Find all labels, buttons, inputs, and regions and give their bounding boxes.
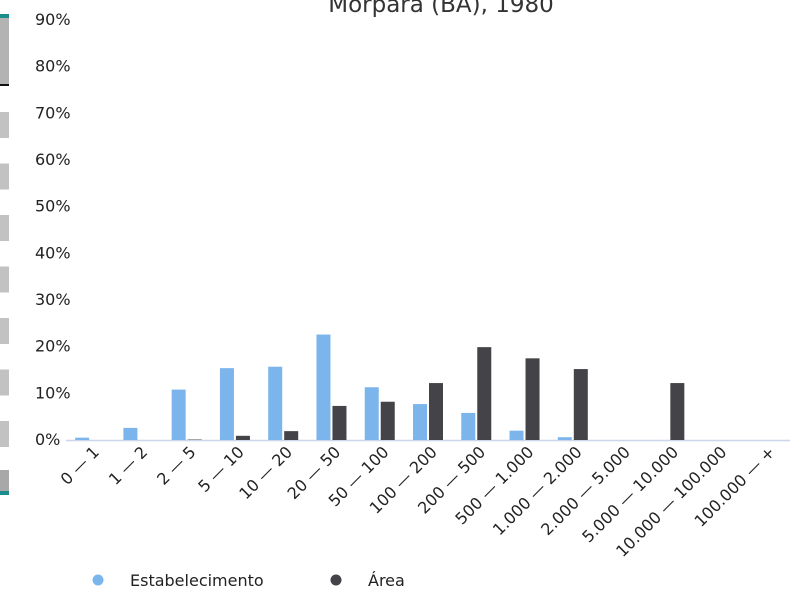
scroll-handle-top[interactable] <box>0 14 9 86</box>
bar-area[interactable] <box>284 431 298 440</box>
bar-estabelecimento[interactable] <box>220 368 234 440</box>
bar-estabelecimento[interactable] <box>510 431 524 440</box>
y-axis: 0% 10% 20% 30% 40% 50% 60% 70% 80% 90% <box>35 10 71 449</box>
x-tick-label: 2 — 5 <box>153 442 199 488</box>
y-tick-label: 80% <box>35 57 71 76</box>
scroll-handle-bottom-marker <box>0 491 9 495</box>
scroll-segment[interactable] <box>0 215 9 241</box>
y-tick-label: 60% <box>35 150 71 169</box>
bars <box>75 335 684 440</box>
scrollbar-decor[interactable] <box>0 14 9 495</box>
legend-item[interactable]: Estabelecimento <box>93 571 264 589</box>
scroll-segment[interactable] <box>0 370 9 396</box>
legend-label: Estabelecimento <box>130 571 264 589</box>
bar-estabelecimento[interactable] <box>123 428 137 440</box>
chart-title: Morpará (BA), 1980 <box>328 0 554 18</box>
bar-estabelecimento[interactable] <box>558 437 572 440</box>
bar-area[interactable] <box>332 406 346 440</box>
bar-area[interactable] <box>236 436 250 440</box>
scroll-handle-top-edge <box>0 84 9 86</box>
bar-estabelecimento[interactable] <box>172 390 186 440</box>
bar-area[interactable] <box>429 383 443 440</box>
y-tick-label: 0% <box>35 430 60 449</box>
scroll-segment[interactable] <box>0 267 9 293</box>
y-tick-label: 40% <box>35 243 71 262</box>
legend-label: Área <box>368 571 405 589</box>
y-tick-label: 70% <box>35 103 71 122</box>
x-tick-label: 1 — 2 <box>105 442 151 488</box>
legend-marker <box>93 575 104 586</box>
bar-area[interactable] <box>381 402 395 440</box>
legend-item[interactable]: Área <box>331 571 405 589</box>
y-tick-label: 30% <box>35 290 71 309</box>
y-tick-label: 10% <box>35 383 71 402</box>
bar-estabelecimento[interactable] <box>365 387 379 440</box>
bar-area[interactable] <box>574 369 588 440</box>
scroll-handle-top-marker <box>0 14 9 18</box>
x-tick-label: 0 — 1 <box>57 442 103 488</box>
bar-estabelecimento[interactable] <box>268 367 282 440</box>
scroll-segment[interactable] <box>0 421 9 447</box>
bar-estabelecimento[interactable] <box>316 335 330 440</box>
legend[interactable]: Estabelecimento Área <box>93 571 405 589</box>
scroll-handle-bottom[interactable] <box>0 470 9 494</box>
bar-area[interactable] <box>670 383 684 440</box>
y-tick-label: 90% <box>35 10 71 29</box>
y-tick-label: 20% <box>35 337 71 356</box>
scroll-segment[interactable] <box>0 318 9 344</box>
y-tick-label: 50% <box>35 197 71 216</box>
bar-estabelecimento[interactable] <box>75 438 89 440</box>
bar-estabelecimento[interactable] <box>461 413 475 440</box>
bar-area[interactable] <box>526 358 540 440</box>
bar-area[interactable] <box>477 347 491 440</box>
scroll-segment[interactable] <box>0 112 9 138</box>
bar-estabelecimento[interactable] <box>413 404 427 440</box>
legend-marker <box>331 575 342 586</box>
scroll-segment[interactable] <box>0 164 9 190</box>
